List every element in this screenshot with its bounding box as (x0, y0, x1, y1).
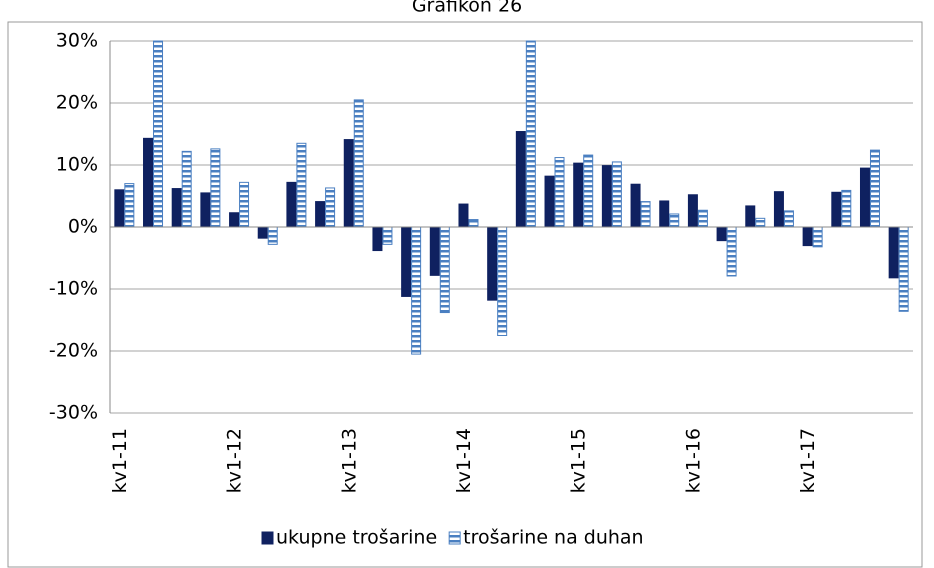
x-tick-label: kv1-17 (797, 428, 819, 493)
bar (171, 188, 182, 228)
bar (630, 183, 641, 228)
y-tick-label: -30% (49, 402, 98, 424)
bar (525, 40, 536, 228)
bar (257, 226, 268, 239)
bar (239, 181, 250, 228)
bar (640, 201, 651, 228)
bar (554, 157, 565, 228)
bar (468, 219, 479, 228)
y-tick-label: 0% (68, 216, 98, 238)
bar (325, 187, 336, 228)
bar (841, 189, 852, 228)
bar (315, 201, 326, 228)
bar (898, 226, 909, 312)
x-tick-label: kv1-14 (453, 428, 475, 493)
legend-swatch (261, 531, 274, 545)
bar (200, 192, 211, 228)
bar (267, 226, 278, 245)
y-tick-label: -10% (49, 278, 98, 300)
bar (181, 150, 192, 228)
x-tick-label: kv1-16 (682, 428, 704, 493)
bar (458, 203, 469, 228)
bar (611, 161, 622, 228)
x-tick-label: kv1-12 (224, 428, 246, 493)
bar (411, 226, 422, 355)
bar (869, 149, 880, 228)
legend-swatch (448, 531, 461, 545)
bar (716, 226, 727, 242)
chart-title: Grafikon 26 (412, 0, 522, 17)
bar (755, 217, 766, 228)
legend-label: ukupne trošarine (276, 527, 437, 549)
bar (401, 226, 412, 297)
bar (573, 162, 584, 228)
y-tick-label: -20% (49, 340, 98, 362)
bar (831, 191, 842, 228)
bar (669, 213, 680, 228)
bar (439, 226, 450, 314)
legend-label: trošarine na duhan (463, 527, 643, 549)
bar (773, 191, 784, 228)
bar (601, 165, 612, 228)
bar (859, 167, 870, 228)
bar (544, 175, 555, 228)
bar (210, 148, 221, 228)
bar (372, 226, 383, 252)
bar (143, 137, 154, 228)
x-tick-label: kv1-13 (338, 428, 360, 493)
x-tick-label: kv1-15 (568, 428, 590, 493)
bar (296, 142, 307, 228)
bar (343, 139, 354, 228)
x-tick-label: kv1-11 (109, 428, 131, 493)
bar (659, 200, 670, 228)
bar (497, 226, 508, 336)
bar (153, 40, 164, 228)
bar (286, 181, 297, 228)
bar (802, 226, 813, 247)
y-tick-label: 20% (56, 92, 98, 114)
bar (114, 189, 125, 228)
bar (812, 226, 823, 248)
bar (697, 209, 708, 228)
frame (7, 21, 923, 568)
bar (687, 194, 698, 228)
bar (487, 226, 498, 301)
bar (783, 210, 794, 228)
bar (353, 99, 364, 228)
bar (745, 205, 756, 228)
bar (583, 154, 594, 228)
bar (726, 226, 737, 277)
bar (124, 183, 135, 228)
bar (888, 226, 899, 279)
bar (229, 212, 240, 228)
bar (515, 131, 526, 228)
bar (429, 226, 440, 276)
bar (382, 226, 393, 245)
y-tick-label: 30% (56, 30, 98, 52)
y-tick-label: 10% (56, 154, 98, 176)
